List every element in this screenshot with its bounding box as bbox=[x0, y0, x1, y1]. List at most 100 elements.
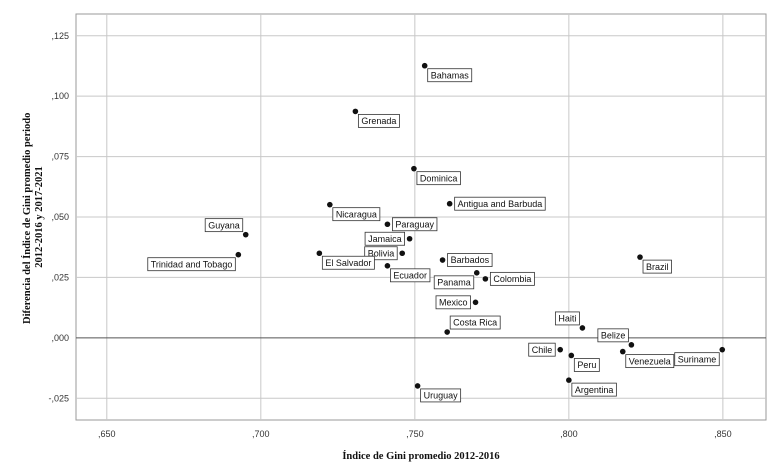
label-text: Peru bbox=[577, 360, 596, 370]
y-axis-title: Diferencia del Índice de Gini promedio p… bbox=[21, 110, 45, 324]
label-box bbox=[204, 218, 244, 233]
x-tick-label: ,850 bbox=[714, 429, 732, 439]
point-haiti bbox=[579, 325, 586, 331]
label-text: Bahamas bbox=[431, 70, 470, 80]
label-box bbox=[357, 113, 400, 128]
y-tick-label: ,025 bbox=[51, 272, 69, 282]
label-box bbox=[597, 328, 629, 343]
label-text: Argentina bbox=[575, 385, 614, 395]
point-brazil bbox=[637, 254, 643, 260]
label-box bbox=[447, 253, 493, 267]
label-box bbox=[416, 171, 461, 186]
label-box bbox=[571, 382, 617, 397]
x-tick-label: ,650 bbox=[98, 429, 116, 439]
point-suriname bbox=[719, 346, 726, 353]
point-chile bbox=[557, 346, 564, 353]
point-colombia bbox=[482, 276, 489, 282]
label-bahamas: Bahamas bbox=[427, 68, 473, 83]
label-text: El Salvador bbox=[325, 258, 371, 268]
label-text: Panama bbox=[437, 278, 471, 288]
label-box bbox=[427, 68, 473, 83]
label-venezuela: Venezuela bbox=[625, 354, 675, 369]
label-text: Grenada bbox=[361, 116, 396, 126]
y-axis-title-line-2: 2012-2016 y 2017-2021 bbox=[34, 166, 45, 268]
point-belize bbox=[628, 342, 635, 348]
x-tick-label: ,800 bbox=[560, 429, 578, 439]
label-ecuador: Ecuador bbox=[390, 268, 431, 283]
x-tick-label: ,700 bbox=[252, 429, 270, 439]
label-box bbox=[332, 207, 381, 222]
label-paraguay: Paraguay bbox=[392, 217, 438, 232]
label-jamaica: Jamaica bbox=[364, 231, 406, 246]
label-text: Bolivia bbox=[368, 248, 395, 258]
x-axis-title: Índice de Gini promedio 2012-2016 bbox=[342, 450, 499, 462]
point-bolivia bbox=[399, 250, 406, 257]
y-tick-label: ,125 bbox=[51, 31, 69, 41]
label-text: Barbados bbox=[451, 255, 490, 265]
label-argentina: Argentina bbox=[571, 382, 617, 397]
label-trinidad-and-tobago: Trinidad and Tobago bbox=[147, 257, 236, 272]
label-haiti: Haiti bbox=[554, 311, 580, 326]
label-brazil: Brazil bbox=[642, 259, 672, 274]
label-text: Mexico bbox=[439, 298, 468, 308]
point-uruguay bbox=[414, 383, 421, 389]
label-box bbox=[554, 311, 580, 326]
label-box bbox=[674, 352, 720, 367]
label-text: Trinidad and Tobago bbox=[151, 259, 233, 269]
point-el-salvador bbox=[316, 250, 323, 257]
label-text: Brazil bbox=[646, 262, 669, 272]
y-axis-title-line-1: Diferencia del Índice de Gini promedio p… bbox=[21, 113, 33, 324]
label-el-salvador: El Salvador bbox=[321, 255, 375, 270]
label-box bbox=[435, 295, 471, 310]
label-text: Belize bbox=[601, 331, 626, 341]
x-tick-label: ,750 bbox=[406, 429, 424, 439]
label-dominica: Dominica bbox=[416, 171, 461, 186]
point-ecuador bbox=[384, 263, 391, 269]
label-text: Suriname bbox=[678, 354, 717, 364]
label-box bbox=[489, 271, 535, 286]
point-labels: Bahamas Grenada Dominica Antigua and Barbud… bbox=[147, 68, 720, 403]
label-nicaragua: Nicaragua bbox=[332, 207, 381, 222]
label-text: Dominica bbox=[420, 173, 458, 183]
point-argentina bbox=[566, 377, 572, 383]
label-text: Uruguay bbox=[424, 391, 459, 401]
label-box bbox=[392, 217, 438, 232]
point-nicaragua bbox=[327, 201, 333, 208]
label-box bbox=[642, 259, 672, 274]
label-text: Venezuela bbox=[629, 356, 671, 366]
label-text: Costa Rica bbox=[453, 318, 497, 328]
y-tick-label: ,100 bbox=[51, 91, 69, 101]
point-barbados bbox=[439, 257, 446, 263]
label-costa-rica: Costa Rica bbox=[449, 315, 501, 330]
label-box bbox=[528, 342, 556, 357]
label-box bbox=[147, 257, 236, 272]
label-text: Antigua and Barbuda bbox=[458, 199, 543, 209]
label-text: Nicaragua bbox=[336, 209, 377, 219]
y-tick-label: -,025 bbox=[48, 393, 69, 403]
y-tick-label: ,075 bbox=[51, 152, 69, 162]
label-antigua-and-barbuda: Antigua and Barbuda bbox=[454, 196, 546, 211]
label-box bbox=[573, 358, 600, 372]
point-costa-rica bbox=[444, 329, 450, 335]
label-suriname: Suriname bbox=[674, 352, 720, 367]
label-box bbox=[454, 196, 546, 211]
point-jamaica bbox=[406, 235, 413, 242]
label-panama: Panama bbox=[433, 275, 475, 290]
point-venezuela bbox=[619, 348, 626, 355]
label-box bbox=[390, 268, 431, 283]
y-tick-label: ,050 bbox=[51, 212, 69, 222]
label-barbados: Barbados bbox=[447, 253, 493, 267]
label-box bbox=[625, 354, 675, 369]
point-dominica bbox=[411, 165, 417, 172]
label-peru: Peru bbox=[573, 358, 600, 372]
label-box bbox=[449, 315, 501, 330]
label-text: Ecuador bbox=[393, 271, 427, 281]
point-grenada bbox=[352, 108, 359, 115]
label-grenada: Grenada bbox=[357, 113, 400, 128]
point-guyana bbox=[242, 231, 249, 238]
label-text: Colombia bbox=[493, 274, 531, 284]
point-mexico bbox=[472, 299, 479, 306]
label-guyana: Guyana bbox=[204, 218, 244, 233]
label-text: Paraguay bbox=[395, 219, 434, 229]
